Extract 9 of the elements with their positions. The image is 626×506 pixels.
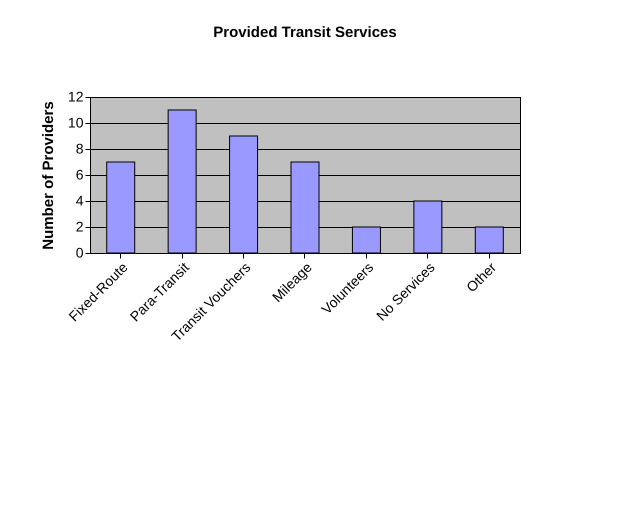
y-tick-label: 0 [76,244,84,260]
chart-title: Provided Transit Services [213,24,397,41]
y-tick-label: 2 [76,218,84,234]
y-tick-label: 8 [76,140,84,156]
y-tick-label: 10 [68,114,84,130]
y-tick-label: 6 [76,166,84,182]
y-tick-label: 12 [68,88,84,104]
y-axis-title: Number of Providers [40,101,57,250]
y-tick-label: 4 [76,192,84,208]
